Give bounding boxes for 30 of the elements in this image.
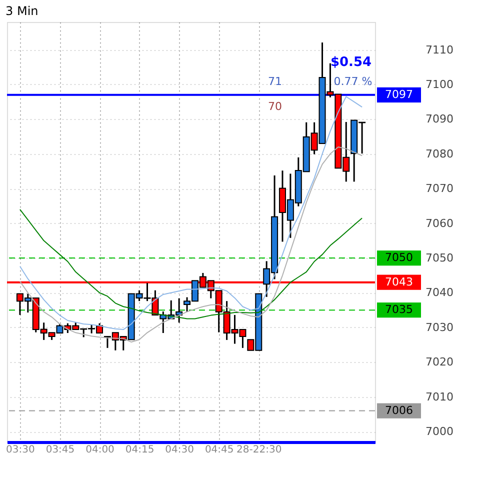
y-tick-label: 7040 — [426, 286, 454, 300]
annotation: 71 — [268, 75, 282, 88]
y-tick-label: 7050 — [426, 252, 454, 265]
ref-line-label: 7097 — [385, 88, 413, 101]
y-tick-label: 7000 — [426, 425, 454, 438]
y-tick-label: 7110 — [426, 43, 454, 56]
y-tick-label: 7060 — [426, 216, 454, 230]
annotation: 70 — [268, 100, 282, 113]
x-tick-label: 03:30 — [6, 444, 35, 456]
ref-line-label: 7035 — [385, 303, 413, 316]
y-tick-label: 7090 — [426, 112, 454, 126]
x-tick-label: 04:45 — [204, 444, 234, 456]
line-series — [19, 146, 363, 343]
y-tick-label: 7020 — [426, 356, 454, 369]
y-tick-label: 7080 — [426, 147, 454, 160]
x-tick-label: 28-22:30 — [236, 444, 282, 456]
chart-title: 3 Min — [6, 4, 38, 18]
y-tick-label: 7010 — [426, 390, 454, 404]
y-tick-label: 7100 — [426, 78, 454, 91]
y-tick-label: 7070 — [426, 182, 454, 196]
y-tick-label: 7030 — [426, 320, 454, 334]
ref-line-label: 7006 — [385, 404, 413, 417]
x-tick-label: 04:00 — [86, 444, 114, 456]
ref-line-label: 7043 — [385, 275, 413, 288]
ref-line-label: 7050 — [385, 251, 413, 264]
annotation: 0.77 % — [334, 75, 372, 88]
annotation: $0.54 — [330, 55, 372, 70]
x-tick-label: 04:15 — [125, 444, 154, 456]
x-tick-label: 04:30 — [165, 444, 194, 456]
x-tick-label: 03:45 — [46, 444, 75, 456]
